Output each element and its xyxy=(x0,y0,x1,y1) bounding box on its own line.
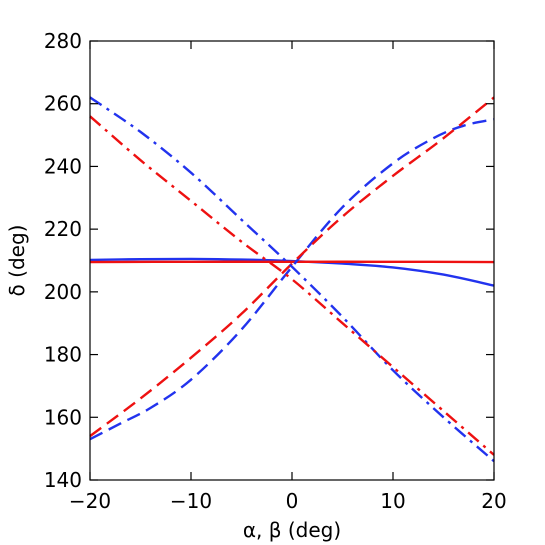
series-line-4 xyxy=(89,96,495,438)
series-line-6 xyxy=(89,115,495,456)
series-line-5 xyxy=(89,96,495,463)
y-tick-label: 160 xyxy=(44,405,82,429)
y-tick-label: 180 xyxy=(44,343,82,367)
y-tick-label: 200 xyxy=(44,280,82,304)
series-layer xyxy=(89,96,495,463)
series-line-3 xyxy=(89,118,495,441)
tick-layer: −20 −10 0 10 20 140 160 180 200 220 240 260 280 xyxy=(44,29,507,513)
y-axis-label: δ (deg) xyxy=(5,225,29,297)
y-tick-label: 140 xyxy=(44,468,82,492)
x-tick-label: −10 xyxy=(170,489,212,513)
y-tick-label: 260 xyxy=(44,92,82,116)
x-tick-label: 0 xyxy=(286,489,299,513)
x-axis-label: α, β (deg) xyxy=(243,518,341,542)
x-tick-label: 10 xyxy=(380,489,405,513)
y-tick-label: 240 xyxy=(44,154,82,178)
x-tick-label: −20 xyxy=(69,489,111,513)
y-tick-label: 280 xyxy=(44,29,82,53)
x-tick-label: 20 xyxy=(481,489,506,513)
y-tick-label: 220 xyxy=(44,217,82,241)
